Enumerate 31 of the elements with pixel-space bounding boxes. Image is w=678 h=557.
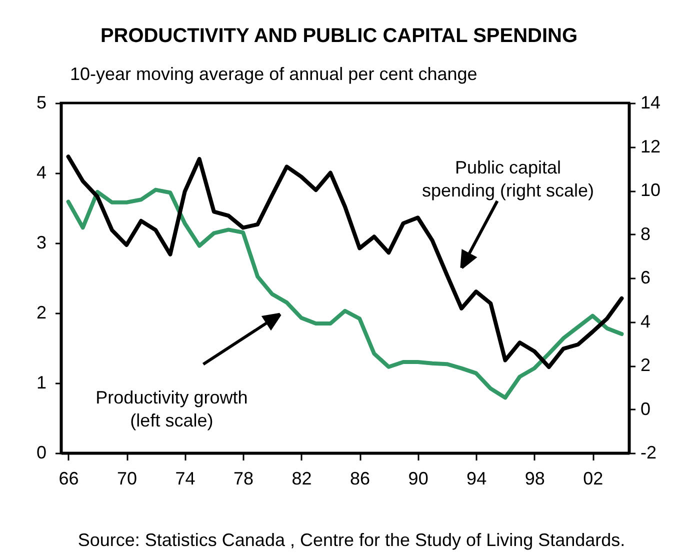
y-tick-label: 2 bbox=[36, 302, 46, 322]
y2-tick-label: -2 bbox=[640, 442, 657, 462]
chart-subtitle: 10-year moving average of annual per cent change bbox=[70, 64, 478, 84]
y2-tick-label: 4 bbox=[640, 311, 651, 332]
y2-tick-label: 2 bbox=[640, 355, 651, 375]
x-tick-label: 86 bbox=[350, 468, 370, 488]
source-note: Source: Statistics Canada , Centre for the Study of Living Standards. bbox=[78, 530, 626, 550]
y2-tick-label: 10 bbox=[640, 180, 661, 200]
x-tick-label: 74 bbox=[175, 468, 196, 488]
x-tick-label: 94 bbox=[466, 468, 487, 488]
x-tick-label: 78 bbox=[234, 468, 254, 488]
y-tick-label: 1 bbox=[36, 372, 46, 392]
y2-tick-label: 12 bbox=[640, 136, 661, 156]
y-tick-label: 0 bbox=[36, 442, 46, 462]
x-tick-label: 82 bbox=[292, 468, 312, 488]
y-tick-label: 3 bbox=[36, 232, 46, 252]
annotation: Public capital spending (right scale) bbox=[422, 157, 594, 200]
x-tick-label: 66 bbox=[58, 468, 79, 488]
y2-tick-label: 8 bbox=[640, 224, 651, 244]
y2-tick-label: 6 bbox=[640, 268, 651, 288]
line-series bbox=[66, 154, 624, 370]
y2-tick-label: 14 bbox=[640, 92, 661, 112]
y2-tick-label: 0 bbox=[640, 398, 651, 419]
x-tick-label: 70 bbox=[117, 468, 138, 488]
y-tick-label: 5 bbox=[36, 92, 46, 112]
y-tick-label: 4 bbox=[36, 162, 46, 182]
chart-title: PRODUCTIVITY AND PUBLIC CAPITAL SPENDING bbox=[100, 25, 578, 47]
annotation: Productivity growth (left scale) bbox=[96, 387, 248, 430]
x-tick-label: 90 bbox=[408, 468, 428, 488]
x-tick-label: 02 bbox=[583, 468, 604, 488]
x-tick-label: 98 bbox=[524, 468, 545, 488]
